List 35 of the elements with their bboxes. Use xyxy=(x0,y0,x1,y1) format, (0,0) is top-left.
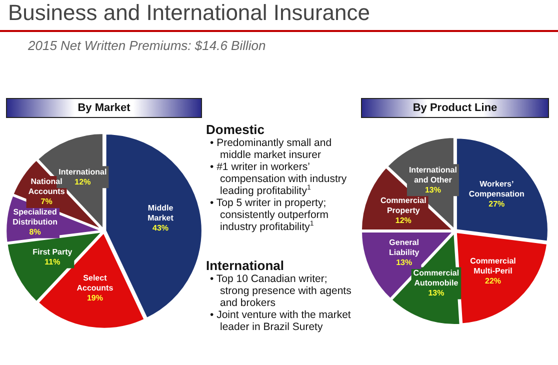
slice-label: International xyxy=(58,167,107,176)
slice-label: General Liability xyxy=(388,238,420,258)
text: • Top 10 Canadian writer; strong presence with agents and brokers xyxy=(210,273,352,309)
slice-label: Workers’ Compensation xyxy=(468,180,525,198)
data-label: 13% xyxy=(396,258,412,268)
text: • Top 5 writer in property; consistently outperform industry profitability$^{1}$ xyxy=(210,197,330,233)
text: • Joint venture with the market leader in Brazil Surety xyxy=(210,309,352,333)
data-label: 13% xyxy=(424,185,441,194)
slice-label: National Accounts xyxy=(28,177,66,196)
slice-label: Commercial Property xyxy=(380,196,426,215)
chart-title: By Market xyxy=(6,98,202,118)
data-label: 13% xyxy=(428,288,444,298)
slice-label: Commercial Multi-Peril xyxy=(470,256,516,276)
data-label: 22% xyxy=(484,276,501,286)
slice-label: Middle Market xyxy=(148,204,174,223)
text: Business and International Insurance xyxy=(8,0,370,26)
slice-label: Commercial Automobile xyxy=(413,268,460,288)
text: • #1 writer in workers’ compensation with industry leading profitability$^{1}$ xyxy=(210,161,348,197)
slice-label: Specialized Distribution xyxy=(12,207,58,226)
slice-label: International and Other xyxy=(408,165,457,184)
text: 2015 Net Written Premiums: $14.6 Billion xyxy=(28,38,266,53)
data-label: 8% xyxy=(29,227,41,236)
data-label: 12% xyxy=(74,177,91,186)
text: Domestic xyxy=(206,122,266,137)
data-label: 11% xyxy=(44,257,60,266)
text: • Predominantly small and middle market insurer xyxy=(210,137,333,161)
data-label: 19% xyxy=(86,293,103,302)
chart-title: By Product Line xyxy=(361,98,549,118)
data-label: 27% xyxy=(488,200,505,208)
data-label: 43% xyxy=(152,224,169,233)
data-label: 7% xyxy=(40,197,52,206)
slice-label: First Party xyxy=(32,247,73,256)
slice-label: Select Accounts xyxy=(76,273,114,292)
text: International xyxy=(206,258,286,273)
data-label: 12% xyxy=(395,216,412,225)
